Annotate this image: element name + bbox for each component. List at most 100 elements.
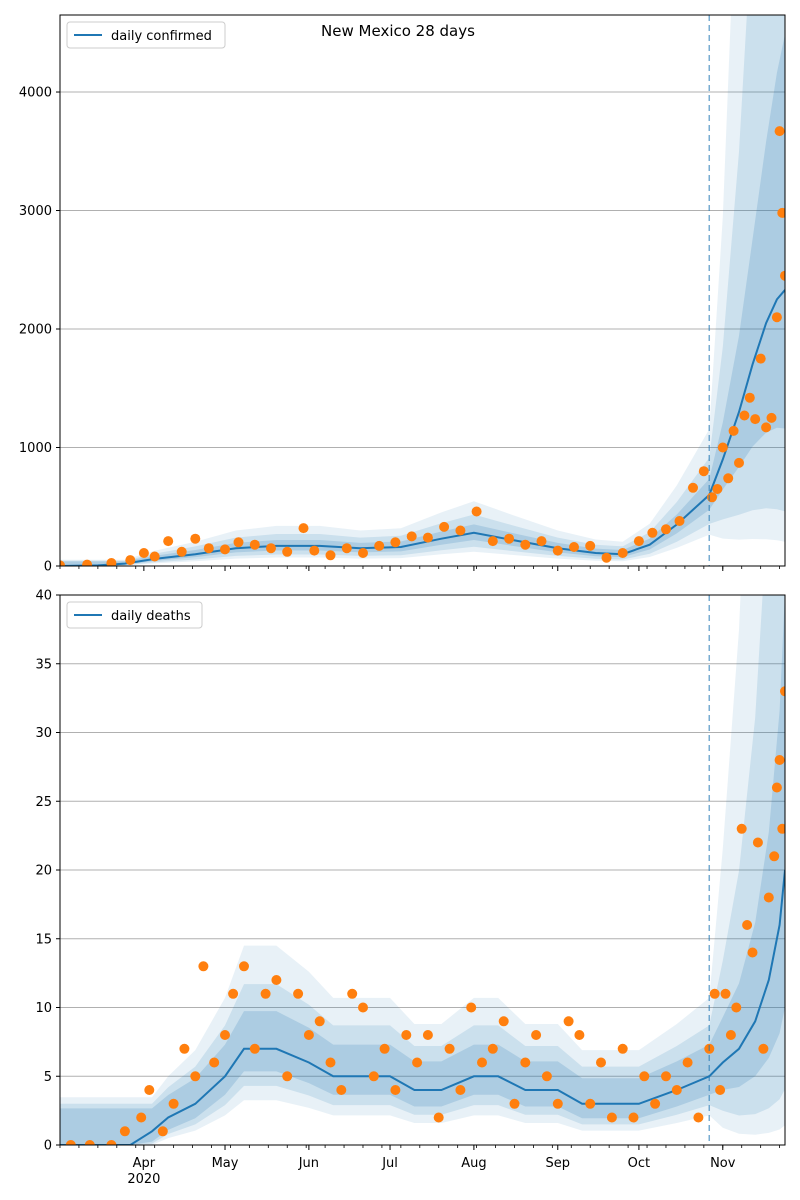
data-point	[433, 1112, 444, 1123]
data-point	[65, 1140, 76, 1145]
data-point	[455, 525, 466, 536]
data-point	[647, 527, 658, 538]
data-point	[209, 1057, 220, 1068]
data-point	[520, 1057, 531, 1068]
panel-deaths: 0 5 10 15 20 25 30 35 40 daily deaths Apr May Jun Jul…	[35, 589, 786, 1187]
data-point	[780, 686, 785, 697]
x-tick-label: Jul	[381, 1156, 398, 1171]
data-point	[780, 270, 785, 281]
data-point	[282, 546, 293, 557]
data-point	[628, 1112, 639, 1123]
data-point	[731, 1002, 742, 1013]
data-point	[136, 1112, 147, 1123]
data-point	[249, 1043, 260, 1054]
data-point	[715, 1085, 726, 1095]
data-point	[709, 988, 720, 999]
data-point	[498, 1016, 509, 1027]
data-point	[368, 1071, 379, 1082]
data-point	[596, 1057, 606, 1068]
data-point	[585, 540, 596, 551]
data-point	[260, 988, 271, 999]
data-point	[617, 548, 628, 558]
data-point	[314, 1016, 325, 1027]
data-point	[720, 988, 731, 999]
y-tick-label: 0	[44, 1139, 52, 1154]
data-point	[639, 1071, 650, 1082]
y-tick-label: 5	[44, 1070, 52, 1085]
data-point	[84, 1140, 95, 1145]
x-tick-label: Nov	[710, 1156, 736, 1171]
data-point	[325, 1057, 336, 1068]
series-line-deaths	[60, 869, 785, 1145]
data-point	[176, 546, 187, 557]
data-point	[520, 539, 531, 550]
x-tick-label: Jun	[298, 1156, 319, 1171]
data-point	[755, 353, 766, 364]
data-point	[774, 126, 785, 137]
y-tick-label: 4000	[19, 86, 52, 101]
data-point	[633, 536, 644, 547]
data-point	[374, 540, 385, 551]
data-point	[282, 1071, 293, 1082]
data-point	[439, 521, 450, 532]
x-year-label: 2020	[127, 1172, 160, 1187]
data-point	[406, 531, 417, 542]
data-point	[552, 1098, 563, 1109]
data-point	[674, 516, 685, 526]
legend-label: daily confirmed	[111, 29, 212, 44]
data-point	[766, 412, 777, 423]
data-point	[617, 1043, 628, 1054]
y-tick-label: 3000	[19, 204, 52, 219]
data-point	[341, 543, 352, 554]
data-point	[190, 533, 201, 544]
y-tick-label: 25	[35, 795, 52, 810]
uncertainty-band	[60, 595, 785, 1145]
legend: daily confirmed	[66, 21, 226, 49]
x-tick-label: Sep	[546, 1156, 571, 1171]
data-point	[585, 1098, 596, 1109]
data-point	[777, 207, 785, 218]
data-point	[149, 551, 160, 562]
y-tick-label: 30	[35, 726, 52, 741]
data-point	[266, 543, 276, 554]
data-point	[774, 755, 785, 765]
data-point	[138, 548, 149, 558]
data-point	[712, 484, 723, 494]
data-point	[125, 555, 136, 566]
data-point	[717, 442, 728, 453]
data-point	[574, 1030, 585, 1040]
x-tick-label: Oct	[628, 1156, 650, 1171]
data-point	[698, 466, 709, 477]
data-point	[750, 414, 761, 425]
data-point	[347, 988, 358, 999]
data-point	[358, 1002, 368, 1013]
data-point	[477, 1057, 487, 1068]
data-point	[309, 545, 320, 556]
data-point	[303, 1030, 314, 1040]
data-point	[552, 545, 563, 556]
data-point	[471, 506, 482, 517]
y-tick-label: 1000	[19, 441, 52, 456]
data-point	[487, 536, 498, 547]
data-point	[752, 837, 763, 848]
data-point	[661, 524, 671, 535]
data-point	[249, 539, 260, 550]
data-point	[739, 410, 750, 421]
data-point	[336, 1085, 347, 1095]
data-point	[734, 457, 744, 468]
data-point	[271, 975, 282, 985]
panel-confirmed: 0 1000 2000 3000 4000 daily confirmed	[19, 14, 786, 575]
data-point	[736, 823, 747, 834]
data-point	[487, 1043, 498, 1054]
data-point	[179, 1043, 190, 1054]
data-point	[541, 1071, 552, 1082]
axes-frame	[59, 14, 786, 567]
data-point	[728, 425, 739, 436]
uncertainty-band	[60, 595, 785, 1145]
data-point	[293, 988, 304, 999]
data-point	[758, 1043, 769, 1054]
data-point	[401, 1030, 412, 1040]
y-tick-label: 15	[35, 932, 52, 947]
data-point	[777, 823, 785, 834]
data-point	[82, 559, 93, 566]
